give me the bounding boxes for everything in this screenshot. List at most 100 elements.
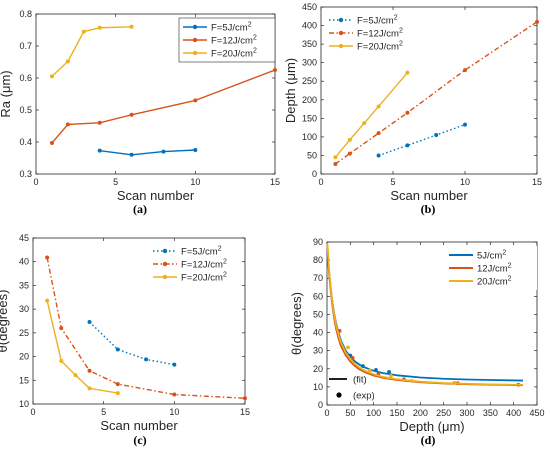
y-tick-label: 25	[19, 328, 29, 338]
marker-legend-label: (exp)	[353, 391, 375, 402]
exp-point	[452, 380, 457, 385]
series-group	[49, 24, 277, 157]
data-point	[115, 347, 120, 352]
y-tick-label: 350	[302, 39, 317, 49]
legend-label-text: F=20J/cm	[211, 49, 253, 60]
y-tick-label: 200	[302, 95, 317, 105]
x-tick-label: 350	[483, 408, 498, 418]
y-tick-label: 10	[19, 399, 29, 409]
data-point	[97, 148, 102, 153]
axes-box	[35, 13, 276, 175]
data-point	[59, 326, 64, 331]
y-tick-label: 50	[307, 150, 317, 160]
y-tick-label: 0.3	[19, 169, 32, 179]
panel-caption: (c)	[133, 433, 146, 447]
legend-label-text: 12J/cm	[477, 264, 508, 275]
series-line	[334, 21, 538, 165]
data-point	[161, 149, 166, 154]
series-group	[45, 255, 247, 401]
legend-marker	[338, 30, 344, 36]
exp-point	[350, 356, 355, 360]
panel-caption: (d)	[421, 433, 436, 447]
x-tick-label: 10	[190, 177, 200, 187]
fit-line-20Jcm	[326, 243, 524, 386]
exp-point	[374, 367, 378, 372]
data-point	[193, 148, 198, 152]
legend-label-sup: 2	[218, 246, 222, 253]
data-point	[463, 68, 467, 73]
data-point	[333, 161, 338, 166]
legend-label-text: F=20J/cm	[181, 273, 223, 284]
y-axis-label: θ(degrees)	[0, 290, 10, 353]
y-tick-label: 450	[302, 2, 317, 12]
data-point	[172, 392, 177, 397]
data-point	[129, 24, 134, 29]
y-tick-label: 20	[19, 352, 29, 362]
y-axis-label: θ(degrees)	[289, 292, 304, 355]
series-line	[378, 123, 466, 157]
series-line	[46, 257, 246, 400]
legend-marker	[192, 24, 198, 30]
legend-label-sup: 2	[223, 259, 227, 266]
axes-box	[320, 6, 538, 175]
y-tick-label: 70	[313, 273, 323, 283]
x-tick-label: 15	[532, 177, 542, 187]
legend-label-text: F=12J/cm	[211, 36, 253, 47]
x-axis-label: Scan number	[100, 418, 178, 433]
data-point	[243, 396, 247, 401]
x-tick-label: 5	[101, 407, 106, 417]
y-tick-label: 0.7	[19, 41, 32, 51]
y-tick-label: 250	[302, 76, 317, 86]
y-tick-label: 0.6	[19, 73, 32, 83]
data-point	[81, 29, 86, 34]
legend-label-sup: 2	[253, 35, 257, 42]
y-tick-label: 35	[19, 280, 29, 290]
legend-label-text: 5J/cm	[477, 251, 502, 262]
x-tick-label: 0	[318, 177, 323, 187]
x-tick-label: 5	[113, 177, 118, 187]
panel-caption: (a)	[133, 202, 147, 216]
exp-point	[361, 364, 365, 368]
panel-c: 0 5 10 15 10 15 20 25 30 35 40 45 Scan number θ(degre…	[0, 233, 250, 447]
data-point	[193, 98, 198, 103]
x-axis-label: Scan number	[390, 188, 468, 203]
data-point	[333, 155, 338, 160]
y-tick-label: 30	[19, 304, 29, 314]
data-point	[87, 368, 92, 373]
data-point	[49, 74, 54, 79]
legend-label-text: F=12J/cm	[181, 260, 223, 271]
y-tick-label: 100	[302, 132, 317, 142]
x-tick-label: 400	[506, 408, 521, 418]
y-tick-label: 30	[313, 346, 323, 356]
x-tick-label: 450	[529, 408, 544, 418]
data-point	[347, 151, 352, 156]
legend-marker	[192, 37, 198, 43]
data-point	[273, 68, 277, 72]
legend-label: F=12J/cm2	[181, 259, 227, 271]
legend-marker	[162, 261, 168, 267]
y-tick-label: 0.8	[19, 9, 32, 19]
legend-label-sup: 2	[502, 250, 506, 257]
exp-point	[346, 345, 350, 350]
legend-label-sup: 2	[399, 28, 403, 35]
y-tick-label: 80	[313, 255, 323, 265]
data-point	[405, 143, 410, 148]
legend-label-text: F=5J/cm	[211, 23, 248, 34]
y-tick-label: 40	[313, 328, 323, 338]
data-point	[376, 131, 381, 136]
x-axis-label: Scan number	[117, 188, 195, 203]
data-point	[129, 112, 134, 117]
x-tick-label: 10	[169, 407, 179, 417]
data-point	[129, 152, 134, 157]
series-line	[51, 26, 132, 77]
legend-label: 5J/cm2	[477, 250, 506, 262]
marker-legend-label: (fit)	[353, 375, 367, 386]
legend-label-text: F=5J/cm	[357, 16, 394, 27]
x-tick-label: 0	[324, 408, 329, 418]
legend-marker	[192, 50, 198, 56]
legend-label-text: F=5J/cm	[181, 247, 218, 258]
exp-point	[389, 373, 393, 378]
x-tick-label: 0	[30, 407, 35, 417]
